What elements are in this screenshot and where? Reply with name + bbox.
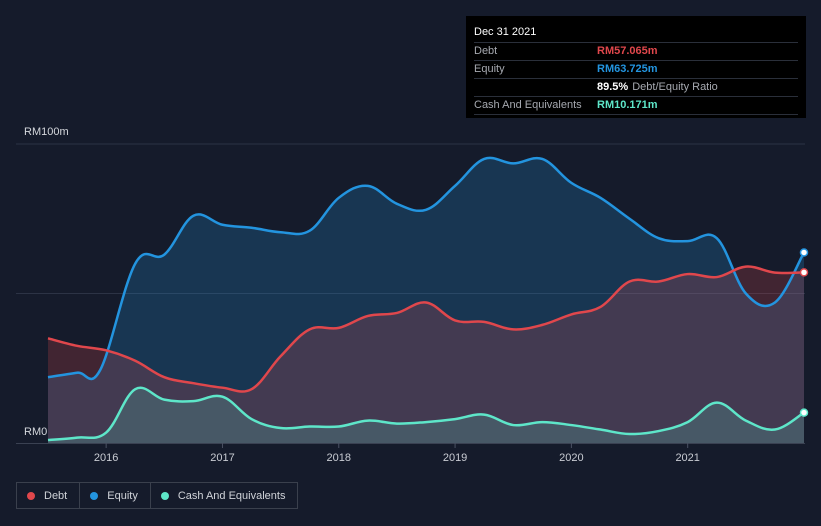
x-tick-label: 2016 — [94, 452, 118, 464]
legend-equity-dot-icon — [90, 491, 99, 500]
tooltip-equity-label: Equity — [474, 63, 505, 75]
tooltip-cash-label: Cash And Equivalents — [474, 99, 582, 111]
chart-legend: Debt Equity Cash And Equivalents — [16, 482, 299, 509]
chart-areas — [48, 157, 804, 444]
legend-debt-label: Debt — [44, 489, 68, 502]
tooltip-debt-value: RM57.065m — [597, 45, 658, 57]
data-tooltip: Dec 31 2021 Debt RM57.065m Equity RM63.7… — [466, 16, 806, 118]
chart-grid — [16, 143, 805, 444]
x-tick-label: 2019 — [443, 452, 467, 464]
y-top-label: RM100m — [24, 126, 69, 138]
tooltip-row-ratio: 89.5% Debt/Equity Ratio — [474, 79, 798, 97]
tooltip-cash-value: RM10.171m — [597, 99, 658, 111]
tooltip-equity-value: RM63.725m — [597, 63, 658, 75]
legend-item-cash[interactable]: Cash And Equivalents — [149, 482, 299, 509]
x-tick-label: 2020 — [559, 452, 583, 464]
debt-end-point — [799, 268, 809, 277]
cash-and-equivalents-line — [47, 386, 805, 442]
tooltip-ratio-label: Debt/Equity Ratio — [632, 81, 718, 93]
tooltip-row-debt: Debt RM57.065m — [474, 43, 798, 61]
y-bottom-label: RM0 — [24, 426, 47, 438]
legend-equity-label: Equity — [107, 489, 138, 502]
chart-lines — [47, 156, 809, 442]
cash-and-equivalents-area — [48, 387, 804, 443]
debt-line — [47, 265, 805, 393]
cash-and-equivalents-end-point — [799, 408, 809, 417]
x-tick-label: 2021 — [675, 452, 699, 464]
tooltip-ratio-value: 89.5% — [597, 81, 629, 93]
tooltip-debt-label: Debt — [474, 45, 498, 57]
x-tick-label: 2017 — [210, 452, 234, 464]
tooltip-row-equity: Equity RM63.725m — [474, 61, 798, 79]
equity-area — [48, 157, 804, 444]
equity-end-point — [799, 248, 809, 257]
x-tick-label: 2018 — [327, 452, 351, 464]
chart-axis: 2016 2017 2018 2019 2020 2021 — [94, 443, 700, 464]
tooltip-date: Dec 31 2021 — [474, 24, 798, 43]
debt-area — [48, 266, 804, 443]
legend-cash-dot-icon — [160, 491, 169, 500]
legend-item-debt[interactable]: Debt — [16, 482, 81, 509]
equity-line — [47, 156, 806, 381]
legend-debt-dot-icon — [27, 491, 35, 500]
tooltip-row-cash: Cash And Equivalents RM10.171m — [474, 97, 798, 115]
legend-item-equity[interactable]: Equity — [79, 482, 151, 509]
legend-cash-label: Cash And Equivalents — [177, 489, 286, 502]
